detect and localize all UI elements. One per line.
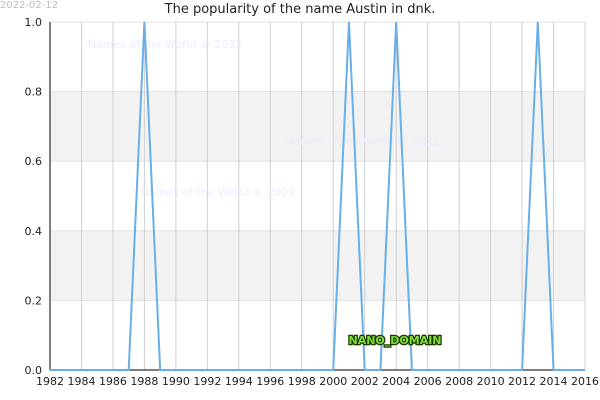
y-tick-label: 0.6 [25,155,43,168]
line [50,21,585,371]
x-tick-label: 1988 [130,375,158,388]
y-tick-label: 0.0 [25,364,43,377]
watermark: Names of the World © 2022 [141,186,296,199]
x-tick-label: 2014 [540,375,568,388]
x-tick-label: 2000 [319,375,347,388]
x-tick-label: 1984 [67,375,95,388]
badge: NANO_DOMAIN [348,334,441,347]
x-tick-label: 1990 [162,375,190,388]
x-tick-label: 2004 [382,375,410,388]
chart-title: The popularity of the name Austin in dnk… [164,2,436,17]
x-tick-label: 2010 [477,375,505,388]
x-tick-label: 1994 [225,375,253,388]
watermark: Names of the World © 2022 [286,135,441,148]
y-tick-label: 0.4 [25,225,43,238]
band [50,91,585,162]
x-tick-label: 1998 [288,375,316,388]
x-tick-label: 1982 [36,375,64,388]
y-tick-label: 1.0 [25,16,43,29]
x-tick-label: 2006 [414,375,442,388]
y-tick-label: 0.2 [25,294,43,307]
x-tick-label: 2016 [571,375,599,388]
x-tick-label: 1996 [256,375,284,388]
x-tick-label: 1992 [193,375,221,388]
y-tick-label: 0.8 [25,86,43,99]
watermark: Names of the World © 2022 [88,38,243,51]
x-tick-label: 2002 [351,375,379,388]
band [50,230,585,301]
x-tick-label: 2012 [508,375,536,388]
x-tick-label: 1986 [99,375,127,388]
x-tick-label: 2008 [445,375,473,388]
date: 2022-02-12 [0,0,58,11]
